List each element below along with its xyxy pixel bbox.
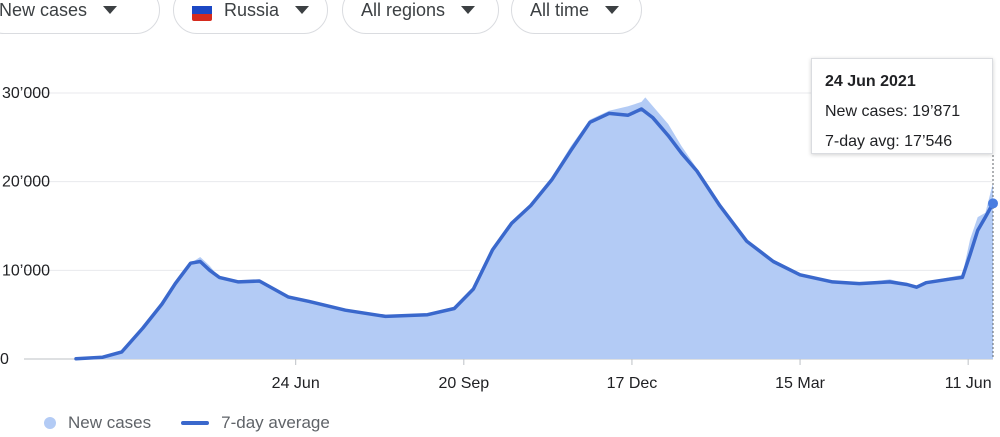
- chevron-down-icon: [605, 6, 620, 14]
- hover-tooltip: 24 Jun 2021 New cases: 19’871 7-day avg:…: [811, 58, 993, 154]
- legend-new-cases-swatch: [44, 417, 56, 429]
- y-tick-label: 10’000: [2, 262, 50, 279]
- x-tick-label: 24 Jun: [272, 375, 320, 392]
- x-tick-label: 20 Sep: [438, 375, 489, 392]
- metric-dropdown-label: New cases: [0, 0, 88, 20]
- chevron-down-icon: [461, 6, 476, 14]
- x-tick-label: 11 Jun: [945, 375, 992, 392]
- time-range-dropdown-label: All time: [530, 0, 590, 20]
- tooltip-date: 24 Jun 2021: [825, 73, 916, 90]
- region-dropdown-label: All regions: [361, 0, 446, 20]
- y-tick-label: 20’000: [2, 174, 50, 191]
- x-tick-label: 15 Mar: [775, 375, 825, 392]
- country-dropdown[interactable]: Russia: [173, 0, 328, 34]
- new-cases-area: [76, 97, 993, 360]
- flag-stripe-white: [192, 0, 212, 7]
- chevron-down-icon: [103, 6, 118, 14]
- y-tick-label: 30’000: [2, 85, 50, 102]
- chevron-down-icon: [295, 6, 309, 14]
- legend-avg-swatch: [181, 421, 210, 425]
- chart-legend: New cases 7-day average: [44, 413, 330, 433]
- seven-day-avg-line: [74, 107, 995, 361]
- russia-flag-icon: [192, 0, 212, 21]
- tooltip-new-cases: New cases: 19’871: [825, 103, 961, 120]
- y-tick-label: 0: [0, 351, 9, 368]
- flag-stripe-blue: [192, 6, 212, 14]
- metric-dropdown[interactable]: New cases: [0, 0, 160, 34]
- country-dropdown-label: Russia: [223, 0, 279, 20]
- flag-stripe-red: [192, 13, 212, 21]
- region-dropdown[interactable]: All regions: [342, 0, 499, 34]
- legend-avg-label: 7-day average: [221, 413, 330, 432]
- hover-point-marker: [988, 198, 998, 209]
- time-range-dropdown[interactable]: All time: [511, 0, 642, 34]
- legend-new-cases-label: New cases: [68, 413, 152, 432]
- x-tick-label: 17 Dec: [607, 375, 658, 392]
- tooltip-7day-avg: 7-day avg: 17’546: [825, 133, 953, 150]
- filter-bar: New cases Russia All regions All time: [0, 0, 1000, 36]
